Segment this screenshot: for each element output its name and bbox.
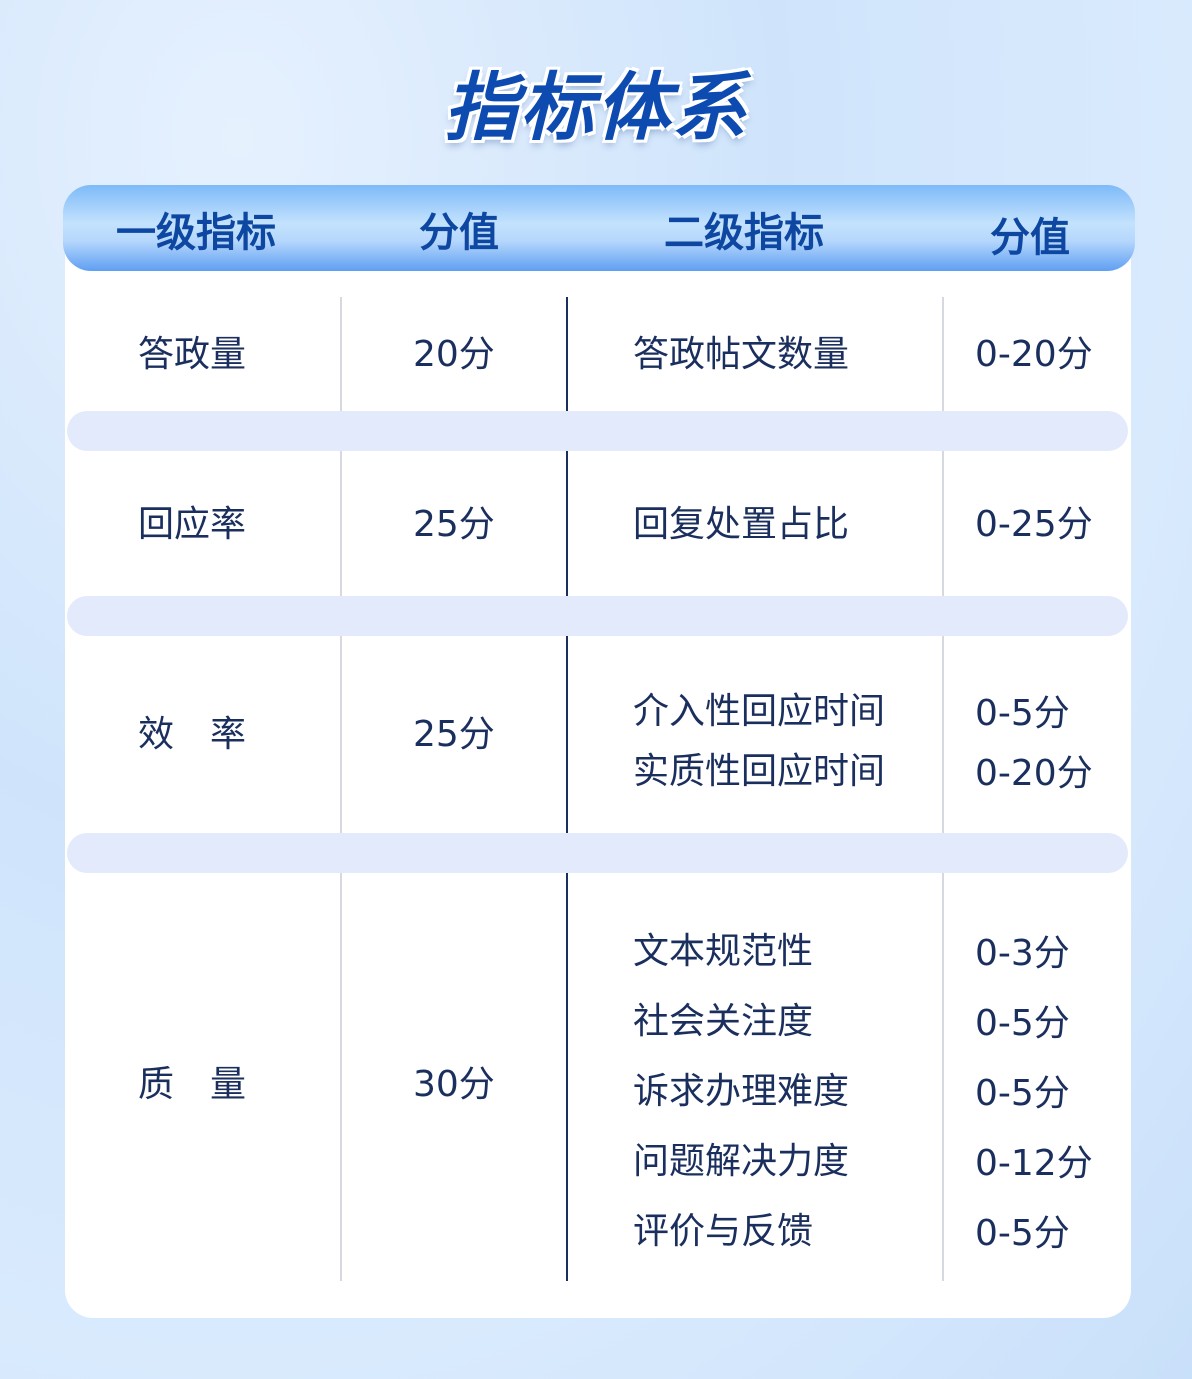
column-divider	[340, 636, 342, 833]
sub-score: 0-20分	[975, 753, 1093, 794]
table-card	[65, 185, 1131, 1318]
row-divider	[67, 596, 1128, 636]
sub-score: 0-5分	[975, 1213, 1070, 1254]
column-divider	[942, 451, 944, 596]
secondary-indicator: 文本规范性	[633, 931, 814, 972]
column-divider	[566, 873, 568, 1281]
header-primary-indicator: 一级指标	[116, 210, 276, 256]
secondary-indicator: 社会关注度	[633, 1001, 814, 1042]
column-divider	[340, 873, 342, 1281]
page-title: 指标体系	[444, 65, 748, 151]
primary-indicator: 回应率	[138, 504, 247, 545]
header-secondary-indicator: 二级指标	[664, 210, 824, 256]
sub-score: 0-5分	[975, 1073, 1070, 1114]
column-divider	[566, 297, 568, 411]
primary-indicator: 答政量	[138, 334, 247, 375]
column-divider	[340, 451, 342, 596]
primary-indicator: 效 率	[138, 714, 247, 755]
sub-score: 0-5分	[975, 1003, 1070, 1044]
row-divider	[67, 411, 1128, 451]
secondary-indicator: 问题解决力度	[633, 1141, 850, 1182]
sub-score: 0-3分	[975, 933, 1070, 974]
table-header	[63, 185, 1135, 271]
score: 25分	[413, 504, 495, 545]
column-divider	[942, 636, 944, 833]
row-divider	[67, 833, 1128, 873]
secondary-indicator: 评价与反馈	[633, 1211, 814, 1252]
secondary-indicator: 答政帖文数量	[633, 334, 850, 375]
column-divider	[942, 297, 944, 411]
column-divider	[566, 636, 568, 833]
secondary-indicator: 实质性回应时间	[633, 751, 886, 792]
column-divider	[566, 451, 568, 596]
header-sub-score: 分值	[990, 215, 1070, 261]
score: 20分	[413, 334, 495, 375]
primary-indicator: 质 量	[138, 1064, 247, 1105]
secondary-indicator: 回复处置占比	[633, 504, 850, 545]
score: 25分	[413, 714, 495, 755]
sub-score: 0-25分	[975, 504, 1093, 545]
secondary-indicator: 诉求办理难度	[633, 1071, 850, 1112]
score: 30分	[413, 1064, 495, 1105]
column-divider	[942, 873, 944, 1281]
sub-score: 0-5分	[975, 693, 1070, 734]
column-divider	[340, 297, 342, 411]
sub-score: 0-12分	[975, 1143, 1093, 1184]
sub-score: 0-20分	[975, 334, 1093, 375]
secondary-indicator: 介入性回应时间	[633, 691, 886, 732]
header-score: 分值	[419, 210, 499, 256]
